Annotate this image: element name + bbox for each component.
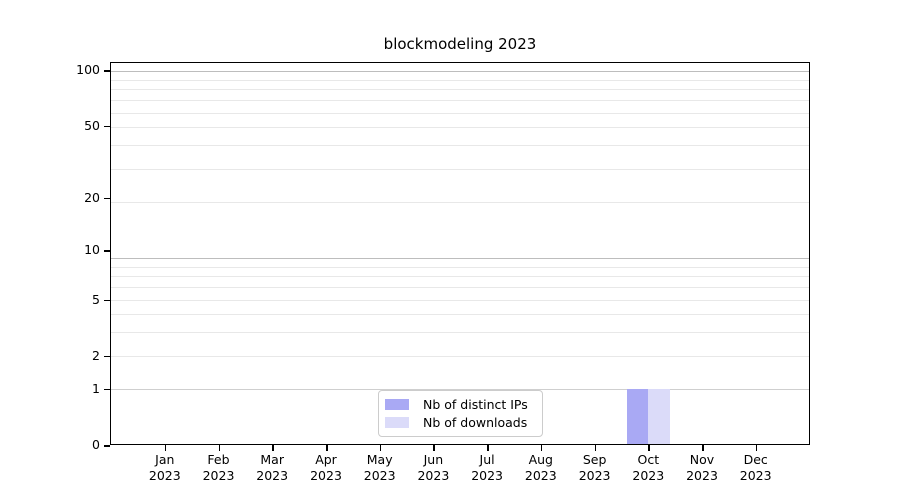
y-gridline bbox=[110, 71, 810, 72]
y-gridline bbox=[110, 266, 810, 268]
y-tick-label: 2 bbox=[92, 347, 100, 363]
y-gridline bbox=[110, 258, 810, 259]
y-gridline bbox=[110, 89, 810, 91]
legend-item-downloads: Nb of downloads bbox=[385, 415, 534, 430]
x-tick-mark bbox=[755, 445, 758, 451]
x-tick-label: Apr 2023 bbox=[310, 452, 342, 483]
y-gridline bbox=[110, 145, 810, 147]
x-tick-mark bbox=[164, 445, 167, 451]
y-gridline bbox=[110, 201, 810, 203]
y-gridline bbox=[110, 79, 810, 81]
y-tick-mark bbox=[104, 355, 110, 358]
y-tick-mark bbox=[104, 299, 110, 301]
x-tick-label: Jan 2023 bbox=[148, 452, 181, 483]
y-gridline bbox=[110, 276, 810, 278]
x-tick-label: Feb 2023 bbox=[202, 452, 235, 483]
y-tick-mark bbox=[104, 197, 110, 200]
x-tick-label: Aug 2023 bbox=[524, 452, 557, 483]
y-gridline bbox=[110, 287, 810, 288]
y-tick-label: 0 bbox=[92, 437, 100, 452]
y-tick-label: 10 bbox=[84, 242, 100, 258]
x-tick-label: Dec 2023 bbox=[739, 452, 772, 483]
y-gridline bbox=[110, 332, 810, 334]
bar-distinct-ips bbox=[626, 388, 649, 444]
y-gridline bbox=[110, 388, 810, 390]
y-gridline bbox=[110, 100, 810, 101]
y-gridline bbox=[110, 299, 810, 301]
chart-legend: Nb of distinct IPs Nb of downloads bbox=[378, 390, 543, 437]
x-tick-label: Jul 2023 bbox=[471, 452, 503, 483]
x-tick-mark bbox=[540, 445, 543, 451]
x-tick-mark bbox=[272, 445, 274, 451]
legend-swatch-downloads-icon bbox=[385, 417, 409, 428]
y-gridline bbox=[110, 314, 810, 316]
x-tick-mark bbox=[379, 445, 382, 451]
x-tick-label: Oct 2023 bbox=[632, 452, 665, 483]
y-gridline bbox=[110, 112, 810, 114]
y-gridline bbox=[110, 355, 810, 357]
x-tick-mark bbox=[218, 445, 220, 451]
y-tick-label: 100 bbox=[76, 62, 100, 78]
x-tick-label: Nov 2023 bbox=[686, 452, 718, 483]
y-tick-label: 20 bbox=[84, 189, 100, 205]
x-tick-mark bbox=[648, 445, 650, 451]
x-tick-mark bbox=[433, 445, 435, 451]
y-tick-mark bbox=[104, 125, 110, 128]
x-tick-mark bbox=[487, 445, 489, 451]
legend-label-distinct-ips: Nb of distinct IPs bbox=[423, 397, 528, 412]
legend-item-distinct-ips: Nb of distinct IPs bbox=[385, 397, 534, 412]
chart-title: blockmodeling 2023 bbox=[383, 35, 537, 53]
x-tick-label: May 2023 bbox=[363, 452, 396, 483]
y-tick-mark bbox=[104, 388, 110, 391]
y-tick-label: 1 bbox=[92, 380, 100, 396]
x-tick-mark bbox=[594, 445, 597, 451]
bar-downloads bbox=[648, 388, 670, 444]
y-tick-mark bbox=[104, 70, 110, 72]
y-tick-mark bbox=[104, 445, 110, 447]
y-gridline bbox=[110, 127, 810, 129]
x-tick-label: Sep 2023 bbox=[578, 452, 611, 483]
legend-label-downloads: Nb of downloads bbox=[423, 415, 528, 430]
x-tick-label: Jun 2023 bbox=[417, 452, 450, 483]
y-tick-mark bbox=[104, 250, 110, 252]
x-tick-label: Mar 2023 bbox=[256, 452, 289, 483]
plot-frame bbox=[110, 62, 810, 445]
y-gridline bbox=[110, 168, 810, 170]
y-tick-label: 50 bbox=[84, 117, 100, 133]
x-tick-mark bbox=[702, 445, 704, 451]
x-tick-mark bbox=[326, 445, 328, 451]
y-tick-label: 5 bbox=[92, 291, 100, 307]
legend-swatch-distinct-ips-icon bbox=[385, 399, 409, 410]
